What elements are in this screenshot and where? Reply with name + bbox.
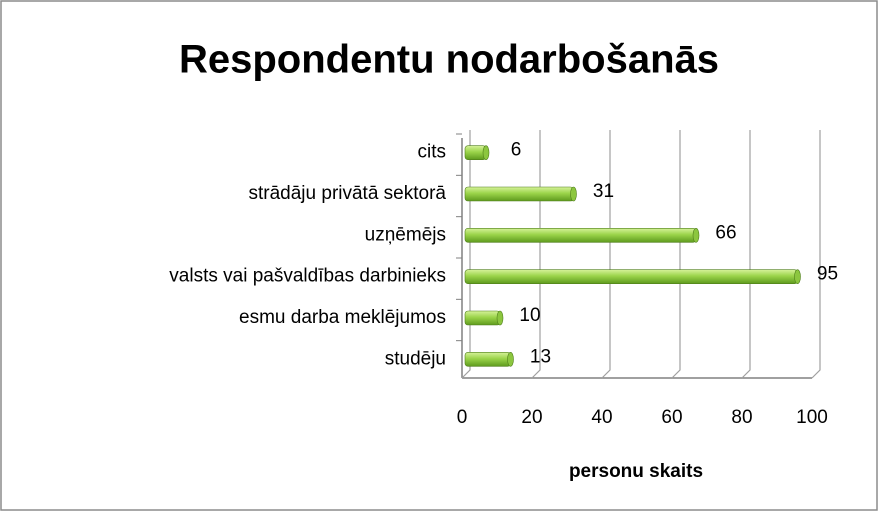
y-tick-label: esmu darba meklējumos xyxy=(239,307,446,328)
x-tick-label: 60 xyxy=(661,407,682,428)
x-tick-label: 0 xyxy=(457,407,468,428)
y-tick-label: studēju xyxy=(385,348,446,369)
bar xyxy=(464,310,504,326)
y-tick-label: strādāju privātā sektorā xyxy=(249,183,447,204)
x-tick-label: 20 xyxy=(521,407,542,428)
x-tick-label: 80 xyxy=(731,407,752,428)
data-label: 6 xyxy=(511,140,522,161)
data-label: 31 xyxy=(593,181,614,202)
y-tick-label: uzņēmējs xyxy=(365,224,446,245)
bar xyxy=(464,228,700,243)
grid-line xyxy=(671,130,681,379)
data-label: 95 xyxy=(817,264,838,285)
data-label: 10 xyxy=(519,305,540,326)
data-label: 13 xyxy=(530,346,551,367)
bar xyxy=(464,145,490,160)
y-tick-label: cits xyxy=(418,142,447,163)
grid-line xyxy=(531,130,541,379)
y-tick-label: valsts vai pašvaldības darbinieks xyxy=(169,266,446,287)
grid-line xyxy=(601,130,611,379)
x-tick-label: 40 xyxy=(591,407,612,428)
bar xyxy=(464,186,577,202)
chart-title: Respondentu nodarbošanās xyxy=(179,38,719,82)
bar xyxy=(464,352,514,367)
bar xyxy=(464,269,801,284)
data-label: 66 xyxy=(715,222,736,243)
x-tick-label: 100 xyxy=(796,407,828,428)
x-axis-label: personu skaits xyxy=(569,461,703,482)
grid-line xyxy=(741,130,751,379)
grid-line xyxy=(811,130,821,379)
grid-line xyxy=(461,130,471,379)
